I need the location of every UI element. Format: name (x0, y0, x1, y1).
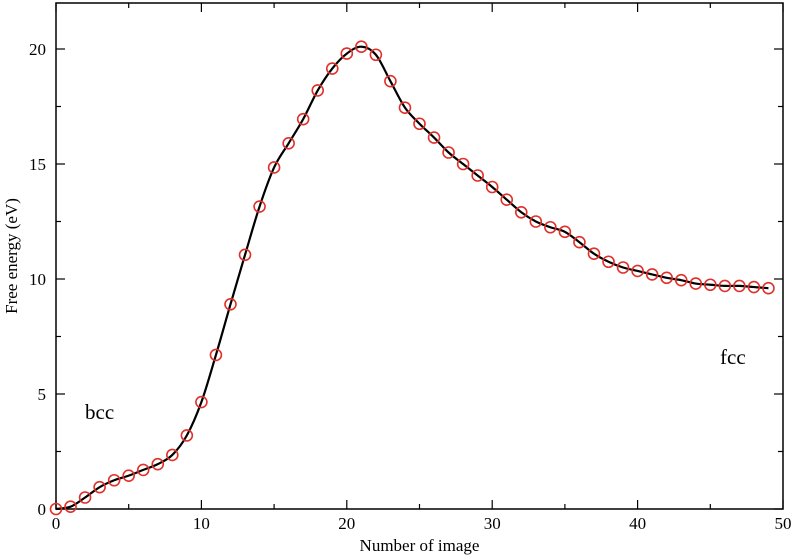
data-point (107, 473, 121, 487)
data-point (456, 157, 470, 171)
annotation-fcc: fcc (720, 345, 746, 369)
data-point (253, 200, 266, 213)
y-tick-label: 10 (29, 270, 46, 289)
data-point (602, 255, 615, 269)
data-point (485, 180, 499, 194)
data-point (645, 268, 659, 281)
data-point (413, 117, 426, 131)
data-point (747, 280, 761, 294)
data-point (224, 297, 237, 311)
data-point (136, 463, 150, 477)
x-tick-label: 0 (52, 514, 61, 533)
data-point (544, 220, 557, 234)
data-point (616, 261, 630, 274)
axis-tick-labels: 0 10 20 30 40 50 0 5 10 15 20 (29, 40, 792, 533)
data-markers (49, 40, 775, 516)
data-point (64, 500, 77, 514)
data-point (78, 491, 92, 504)
y-tick-label: 20 (29, 40, 46, 59)
data-point (311, 84, 325, 97)
data-point (267, 161, 281, 174)
x-tick-label: 20 (338, 514, 355, 533)
data-point (166, 448, 179, 462)
data-point (282, 137, 295, 150)
data-point (500, 193, 514, 206)
x-tick-label: 40 (629, 514, 646, 533)
data-point (442, 146, 455, 159)
data-point (689, 277, 703, 290)
series-line (55, 45, 769, 511)
y-tick-label: 0 (38, 500, 47, 519)
x-tick-label: 30 (484, 514, 501, 533)
data-point (355, 40, 368, 54)
data-point (195, 395, 208, 409)
y-tick-label: 15 (29, 155, 46, 174)
data-point (587, 247, 601, 260)
data-point (573, 235, 586, 249)
data-point (674, 273, 688, 287)
x-tick-label: 10 (193, 514, 210, 533)
data-point (558, 225, 572, 239)
data-point (238, 248, 252, 262)
data-point (180, 429, 194, 442)
data-point (369, 48, 383, 62)
x-axis-label: Number of image (360, 536, 480, 555)
data-point (340, 47, 354, 60)
data-point (384, 74, 397, 88)
data-point (325, 62, 339, 75)
data-point (151, 457, 165, 471)
data-point (93, 480, 106, 494)
data-point (427, 131, 441, 144)
annotation-bcc: bcc (85, 400, 114, 424)
data-point (209, 348, 223, 362)
data-point (631, 264, 644, 278)
y-axis-label: Free energy (eV) (2, 198, 21, 314)
axis-ticks (55, 3, 784, 510)
y-tick-label: 5 (38, 385, 47, 404)
data-point (660, 271, 673, 285)
x-tick-label: 50 (775, 514, 792, 533)
plot-frame (55, 2, 784, 510)
data-point (718, 279, 732, 293)
data-point (398, 101, 412, 114)
data-point (122, 469, 135, 482)
data-point (529, 215, 543, 228)
data-point (514, 206, 528, 219)
data-point (49, 502, 63, 516)
data-point (762, 281, 775, 295)
data-point (733, 279, 746, 293)
data-point (703, 278, 717, 292)
data-point (296, 112, 310, 126)
data-point (471, 169, 484, 182)
